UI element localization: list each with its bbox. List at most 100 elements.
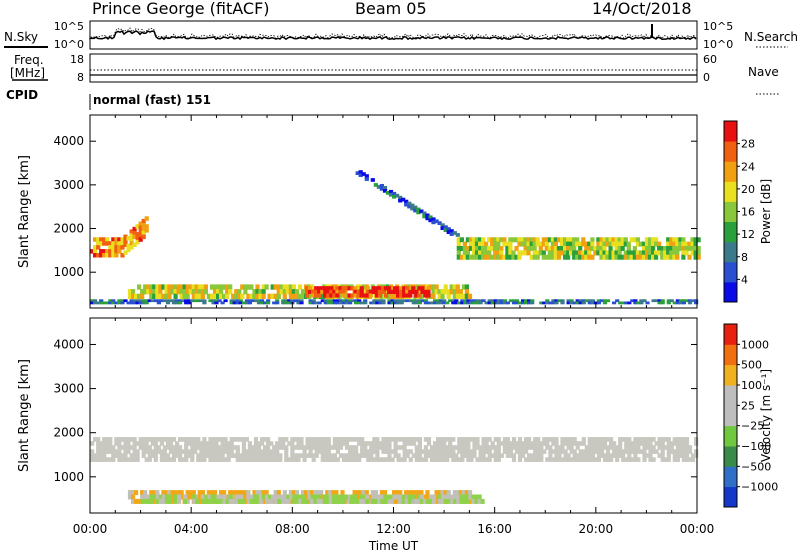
echo-cell xyxy=(633,301,638,305)
echo-cell xyxy=(581,457,586,462)
echo-cell xyxy=(532,246,537,251)
echo-cell xyxy=(220,457,225,462)
echo-cell xyxy=(90,249,95,254)
echo-cell xyxy=(417,453,422,458)
echo-cell xyxy=(219,289,224,295)
echo-cell xyxy=(114,441,119,446)
echo-cell xyxy=(194,284,199,290)
echo-cell xyxy=(159,437,164,442)
echo-cell xyxy=(505,453,510,458)
echo-cell xyxy=(502,237,507,243)
colorbar-segment xyxy=(724,281,737,303)
echo-cell xyxy=(392,494,397,500)
echo-cell xyxy=(551,301,556,305)
echo-cell xyxy=(672,250,677,256)
echo-cell xyxy=(265,498,270,504)
echo-cell xyxy=(311,453,316,458)
echo-cell xyxy=(182,284,187,290)
echo-cell xyxy=(636,441,641,446)
echo-cell xyxy=(302,453,307,458)
echo-cell xyxy=(183,494,188,500)
echo-cell xyxy=(457,457,462,462)
echo-cell xyxy=(566,457,571,462)
echo-cell xyxy=(508,453,513,458)
echo-cell xyxy=(499,301,504,305)
echo-cell xyxy=(618,301,623,305)
echo-cell xyxy=(553,237,558,243)
echo-cell xyxy=(275,301,280,305)
echo-cell xyxy=(439,441,444,446)
echo-cell xyxy=(578,299,583,303)
echo-cell xyxy=(317,437,322,442)
echo-cell xyxy=(179,494,184,500)
freq-panel xyxy=(89,53,698,83)
echo-cell xyxy=(657,299,662,303)
echo-cell xyxy=(660,250,665,256)
echo-cell xyxy=(255,289,260,295)
echo-cell xyxy=(129,301,134,305)
echo-cell xyxy=(164,494,170,500)
echo-cell xyxy=(359,494,364,500)
echo-cell xyxy=(569,237,574,243)
echo-cell xyxy=(329,286,334,291)
echo-cell xyxy=(468,246,474,251)
echo-cell xyxy=(618,437,623,442)
echo-cell xyxy=(181,437,186,442)
echo-cell xyxy=(660,449,665,454)
echo-cell xyxy=(463,301,468,305)
echo-cell xyxy=(308,301,313,305)
echo-cell xyxy=(235,437,240,442)
echo-cell xyxy=(301,494,306,500)
echo-cell xyxy=(660,299,665,303)
echo-cell xyxy=(468,494,473,500)
echo-cell xyxy=(472,301,477,305)
echo-cell xyxy=(275,441,280,446)
echo-cell xyxy=(168,449,174,454)
echo-cell xyxy=(436,441,441,446)
echo-cell xyxy=(370,490,375,496)
echo-cell xyxy=(602,237,607,243)
echo-cell xyxy=(385,498,391,504)
echo-cell xyxy=(325,494,330,500)
echo-cell xyxy=(596,301,601,305)
echo-cell xyxy=(572,241,577,247)
echo-cell xyxy=(238,453,243,458)
colorbar-tick-label: 500 xyxy=(741,359,762,372)
echo-cell xyxy=(127,289,133,295)
echo-cell xyxy=(696,237,701,243)
echo-cell xyxy=(105,253,110,258)
echo-cell xyxy=(431,289,436,295)
echo-cell xyxy=(200,293,205,299)
echo-cell xyxy=(602,453,608,458)
echo-cell xyxy=(536,441,541,446)
echo-cell xyxy=(481,449,486,454)
echo-cell xyxy=(693,241,698,247)
echo-cell xyxy=(277,498,282,504)
echo-cell xyxy=(99,249,104,254)
colorbar-segment xyxy=(724,121,737,142)
echo-cell xyxy=(377,289,382,294)
echo-cell xyxy=(132,230,137,236)
echo-cell xyxy=(377,498,382,504)
echo-cell xyxy=(135,232,140,237)
echo-cell xyxy=(563,453,568,458)
echo-cell xyxy=(630,299,635,303)
echo-cell xyxy=(199,445,204,450)
echo-cell xyxy=(220,441,225,446)
echo-cell xyxy=(587,241,592,247)
echo-cell xyxy=(384,449,389,454)
echo-cell xyxy=(238,437,243,442)
echo-cell xyxy=(320,437,325,442)
echo-cell xyxy=(593,437,598,442)
echo-cell xyxy=(304,498,309,504)
echo-cell xyxy=(420,449,425,454)
echo-cell xyxy=(572,301,577,305)
echo-cell xyxy=(253,453,259,458)
echo-cell xyxy=(602,250,607,256)
echo-cell xyxy=(651,299,656,303)
echo-cell xyxy=(168,445,174,450)
echo-cell xyxy=(96,437,101,442)
echo-cell xyxy=(187,299,192,303)
echo-cell xyxy=(599,299,605,303)
echo-cell xyxy=(181,299,186,303)
